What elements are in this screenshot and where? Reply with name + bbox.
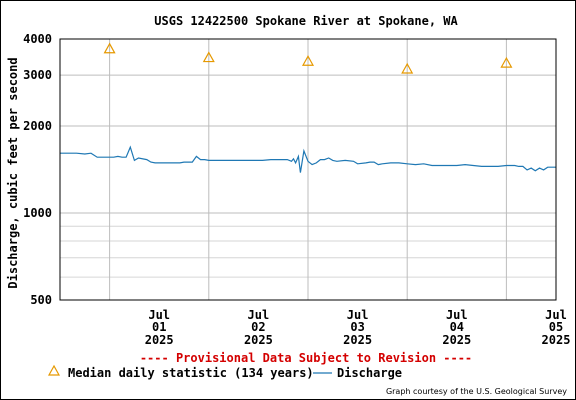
x-tick-label-month: Jul [347, 308, 369, 322]
median-point [301, 55, 315, 66]
y-tick-label: 3000 [23, 68, 52, 82]
chart-title: USGS 12422500 Spokane River at Spokane, … [154, 14, 458, 28]
y-tick-label: 2000 [23, 119, 52, 133]
x-tick-label-month: Jul [446, 308, 468, 322]
median-point [202, 51, 215, 63]
x-tick-label-month: Jul [248, 308, 270, 322]
legend-median-label: Median daily statistic (134 years) [68, 366, 314, 380]
median-point [103, 42, 116, 54]
x-tick-label-day: 01 [152, 320, 166, 334]
y-axis-label: Discharge, cubic feet per second [6, 57, 20, 288]
y-tick-label: 500 [30, 293, 52, 307]
credit-text: Graph courtesy of the U.S. Geological Su… [386, 387, 567, 396]
series-layer [60, 42, 556, 173]
grid-lines [60, 38, 556, 301]
legend-discharge-label: Discharge [337, 366, 402, 380]
x-tick-label-year: 2025 [145, 333, 174, 347]
discharge-line [60, 145, 556, 173]
plot-area-border [59, 38, 557, 301]
x-tick-label-month: Jul [148, 308, 170, 322]
x-tick-label-month: Jul [545, 308, 567, 322]
provisional-notice: ---- Provisional Data Subject to Revisio… [140, 351, 472, 365]
x-tick-label-day: 04 [450, 320, 464, 334]
legend-median-triangle-icon [47, 364, 61, 376]
y-tick-label: 1000 [23, 206, 52, 220]
y-tick-labels: 500 1000 2000 3000 4000 [23, 32, 52, 307]
y-tick-label: 4000 [23, 32, 52, 46]
x-tick-label-year: 2025 [542, 333, 571, 347]
median-point [500, 56, 513, 68]
x-tick-label-day: 03 [350, 320, 364, 334]
legend: Median daily statistic (134 years) Disch… [47, 364, 402, 380]
median-point [401, 62, 414, 74]
x-tick-label-year: 2025 [343, 333, 372, 347]
x-tick-label-day: 05 [549, 320, 563, 334]
x-tick-label-day: 02 [251, 320, 265, 334]
x-tick-label-year: 2025 [442, 333, 471, 347]
x-tick-labels: Jul012025Jul022025Jul032025Jul042025Jul0… [145, 308, 571, 347]
x-tick-label-year: 2025 [244, 333, 273, 347]
